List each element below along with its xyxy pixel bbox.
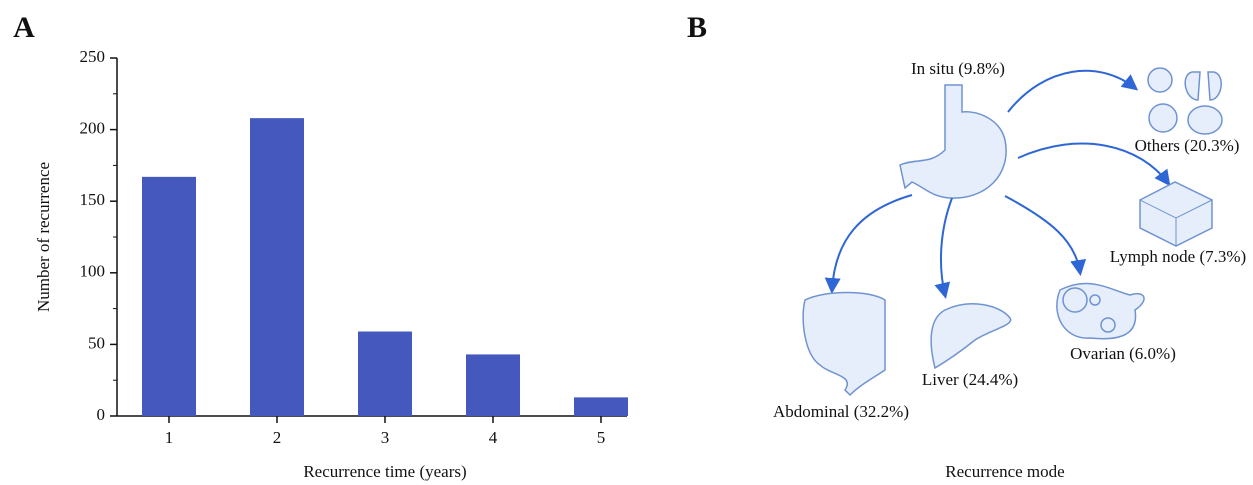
y-tick-label: 50 <box>88 333 105 352</box>
x-tick-label: 1 <box>165 428 174 447</box>
node-label: Ovarian (6.0%) <box>1070 344 1176 363</box>
y-tick-label: 250 <box>80 47 106 66</box>
y-tick-label: 0 <box>97 405 106 424</box>
x-axis-label: Recurrence time (years) <box>303 462 466 481</box>
x-tick-label: 5 <box>597 428 606 447</box>
lymph-node-icon <box>1140 182 1212 246</box>
node-label: Liver (24.4%) <box>922 370 1018 389</box>
bar <box>250 118 304 416</box>
bar <box>142 177 196 416</box>
arrow <box>1005 196 1080 272</box>
node-label: Lymph node (7.3%) <box>1110 247 1246 266</box>
panel-label: B <box>687 11 707 44</box>
node-label: In situ (9.8%) <box>911 59 1005 78</box>
arrow <box>941 198 952 295</box>
bar <box>358 332 412 416</box>
y-axis-label: Number of recurrence <box>34 162 53 312</box>
stomach-icon <box>900 85 1006 198</box>
others-icon <box>1148 68 1222 134</box>
bar <box>466 354 520 416</box>
liver-icon <box>931 304 1011 368</box>
bar <box>574 397 628 416</box>
y-tick-label: 200 <box>80 119 106 138</box>
panel-label: A <box>13 11 35 44</box>
x-tick-label: 3 <box>381 428 390 447</box>
y-tick-label: 100 <box>80 262 106 281</box>
diagram-title: Recurrence mode <box>945 462 1064 481</box>
arrow <box>1008 71 1135 112</box>
ovarian-icon <box>1057 284 1144 339</box>
diagram: In situ (9.8%) Others (20.3%) Lymph node… <box>773 59 1246 481</box>
x-tick-label: 2 <box>273 428 282 447</box>
arrow <box>832 195 912 290</box>
x-tick-label: 4 <box>489 428 498 447</box>
figure: A B Number of recurrence Recurrence time… <box>0 0 1253 485</box>
y-tick-label: 150 <box>80 190 106 209</box>
node-label: Abdominal (32.2%) <box>773 402 909 421</box>
intestine-icon <box>803 293 885 396</box>
node-label: Others (20.3%) <box>1135 136 1240 155</box>
